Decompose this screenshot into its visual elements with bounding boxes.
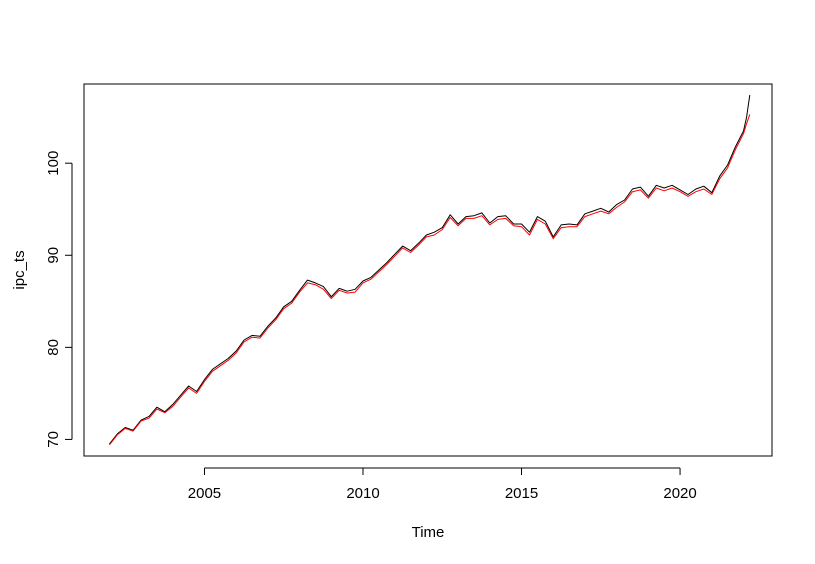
y-axis: 70 80 90 100 bbox=[45, 151, 73, 448]
x-axis: 2005 2010 2015 2020 bbox=[188, 467, 697, 502]
y-tick-label: 100 bbox=[45, 151, 62, 176]
x-tick-label: 2005 bbox=[188, 485, 221, 502]
plot-box bbox=[83, 83, 773, 457]
y-tick-label: 80 bbox=[45, 339, 62, 356]
series-line-2 bbox=[109, 114, 751, 446]
series-line-1 bbox=[109, 94, 751, 445]
y-tick-label: 90 bbox=[45, 247, 62, 264]
x-axis-label: Time bbox=[412, 524, 445, 541]
x-tick-label: 2010 bbox=[346, 485, 379, 502]
y-tick-label: 70 bbox=[45, 431, 62, 448]
x-tick-label: 2015 bbox=[505, 485, 538, 502]
y-axis-label: ipc_ts bbox=[11, 250, 28, 289]
series-layer bbox=[109, 94, 751, 446]
x-tick-label: 2020 bbox=[663, 485, 696, 502]
